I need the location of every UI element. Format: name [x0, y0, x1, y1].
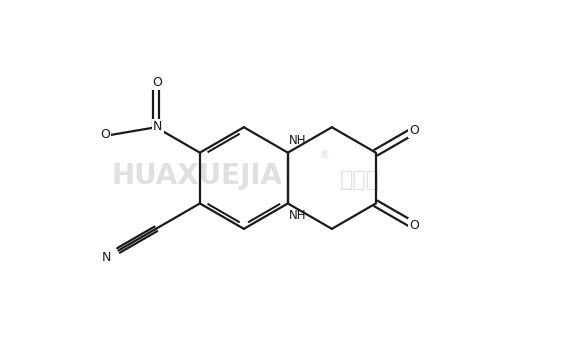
Text: NH: NH — [289, 134, 306, 148]
Text: O: O — [409, 124, 420, 137]
Text: ®: ® — [319, 150, 329, 159]
Text: O: O — [100, 129, 111, 141]
Text: O: O — [409, 219, 420, 232]
Text: O: O — [152, 76, 162, 89]
Text: N: N — [102, 251, 111, 264]
Text: N: N — [153, 120, 162, 133]
Text: 化学加: 化学加 — [340, 170, 380, 190]
Text: HUAXUEJIA: HUAXUEJIA — [112, 162, 283, 190]
Text: NH: NH — [289, 209, 306, 222]
